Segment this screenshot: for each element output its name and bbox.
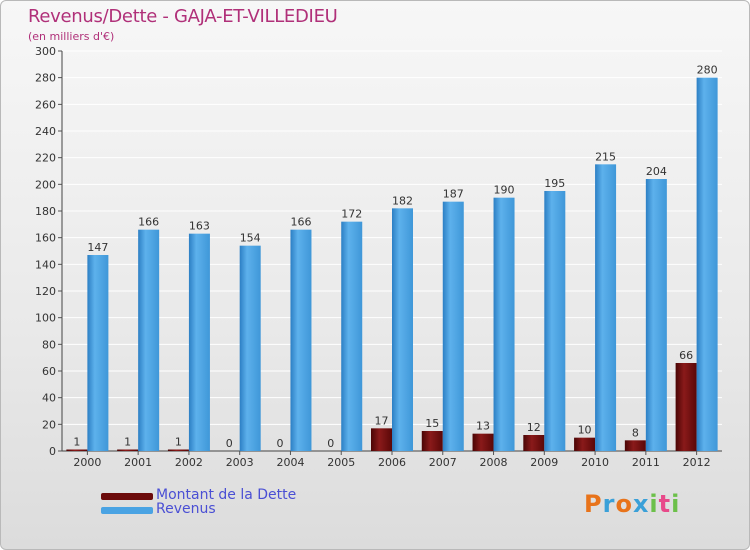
y-tick-label: 300 <box>35 45 56 58</box>
logo-letter: t <box>658 490 672 518</box>
data-label-dette: 1 <box>124 436 131 449</box>
data-label-dette: 66 <box>679 349 693 362</box>
chart-title: Revenus/Dette - GAJA-ET-VILLEDIEU <box>28 6 338 27</box>
x-tick-label: 2005 <box>327 456 355 469</box>
bar-dette <box>117 449 139 451</box>
x-tick-label: 2010 <box>581 456 609 469</box>
bar-revenus <box>188 233 210 451</box>
data-label-revenus: 182 <box>392 194 413 207</box>
logo-letter: x <box>632 490 650 518</box>
y-tick-label: 280 <box>35 72 56 85</box>
bar-revenus <box>696 77 718 452</box>
legend-swatch-revenus <box>101 507 153 514</box>
legend-swatch-dette <box>101 493 153 500</box>
bar-revenus <box>544 191 566 451</box>
bar-revenus <box>442 201 464 451</box>
logo-letter: i <box>649 490 659 518</box>
data-label-dette: 15 <box>425 417 439 430</box>
logo-letter: r <box>602 490 616 518</box>
y-tick-label: 40 <box>42 392 56 405</box>
bar-dette <box>371 428 392 451</box>
y-tick-label: 0 <box>49 445 56 458</box>
x-tick-label: 2001 <box>124 456 152 469</box>
bar-dette <box>675 363 697 451</box>
bar-dette <box>523 435 545 451</box>
bar-dette <box>472 433 494 451</box>
logo-letter: o <box>615 490 633 518</box>
y-tick-label: 100 <box>35 312 56 325</box>
data-label-revenus: 172 <box>341 208 362 221</box>
x-tick-label: 2008 <box>480 456 508 469</box>
y-tick-label: 220 <box>35 152 56 165</box>
data-label-revenus: 204 <box>646 165 667 178</box>
legend-label-revenus: Revenus <box>156 501 216 517</box>
data-label-dette: 10 <box>578 424 592 437</box>
y-tick-label: 20 <box>42 418 56 431</box>
bar-dette <box>421 431 443 451</box>
x-tick-label: 2007 <box>429 456 457 469</box>
data-label-dette: 0 <box>327 437 334 450</box>
x-tick-label: 2000 <box>73 456 101 469</box>
y-tick-label: 120 <box>35 285 56 298</box>
x-tick-label: 2002 <box>175 456 203 469</box>
data-label-dette: 1 <box>73 436 80 449</box>
x-tick-label: 2003 <box>226 456 254 469</box>
data-label-revenus: 147 <box>87 241 108 254</box>
x-tick-label: 2004 <box>276 456 304 469</box>
bar-dette <box>167 449 189 451</box>
data-label-revenus: 154 <box>240 232 261 245</box>
y-tick-label: 60 <box>42 365 56 378</box>
x-tick-label: 2012 <box>683 456 711 469</box>
data-label-dette: 8 <box>632 426 639 439</box>
bar-revenus <box>87 255 109 451</box>
legend-label-dette: Montant de la Dette <box>156 487 297 503</box>
bar-dette <box>66 449 88 451</box>
bar-revenus <box>392 208 413 451</box>
bar-revenus <box>290 229 312 451</box>
bar-revenus <box>493 197 515 451</box>
x-tick-label: 2011 <box>632 456 660 469</box>
bar-revenus <box>341 221 363 451</box>
x-tick-label: 2009 <box>530 456 558 469</box>
y-tick-label: 240 <box>35 125 56 138</box>
bar-dette <box>624 440 646 451</box>
bar-revenus <box>239 245 261 451</box>
data-label-revenus: 190 <box>494 184 515 197</box>
data-label-dette: 0 <box>226 437 233 450</box>
y-tick-label: 160 <box>35 232 56 245</box>
chart-subtitle: (en milliers d'€) <box>28 30 115 43</box>
data-label-revenus: 215 <box>595 150 616 163</box>
data-label-dette: 0 <box>276 437 283 450</box>
data-label-dette: 12 <box>527 421 541 434</box>
data-label-dette: 1 <box>175 436 182 449</box>
bar-revenus <box>645 179 667 451</box>
logo-letter: P <box>584 490 603 518</box>
data-label-dette: 17 <box>375 414 389 427</box>
logo-letter: i <box>671 490 681 518</box>
data-label-revenus: 187 <box>443 188 464 201</box>
data-label-revenus: 163 <box>189 220 210 233</box>
proxiti-logo: Proxiti <box>584 490 680 518</box>
y-tick-label: 80 <box>42 338 56 351</box>
data-label-dette: 13 <box>476 420 490 433</box>
y-tick-label: 140 <box>35 258 56 271</box>
bar-revenus <box>595 164 617 452</box>
y-tick-label: 180 <box>35 205 56 218</box>
x-tick-label: 2006 <box>378 456 406 469</box>
bar-revenus <box>138 229 160 451</box>
y-tick-label: 200 <box>35 178 56 191</box>
data-label-revenus: 195 <box>544 177 565 190</box>
data-label-revenus: 166 <box>290 216 311 229</box>
data-label-revenus: 166 <box>138 216 159 229</box>
y-tick-label: 260 <box>35 98 56 111</box>
bar-dette <box>574 437 596 451</box>
data-label-revenus: 280 <box>697 64 718 77</box>
